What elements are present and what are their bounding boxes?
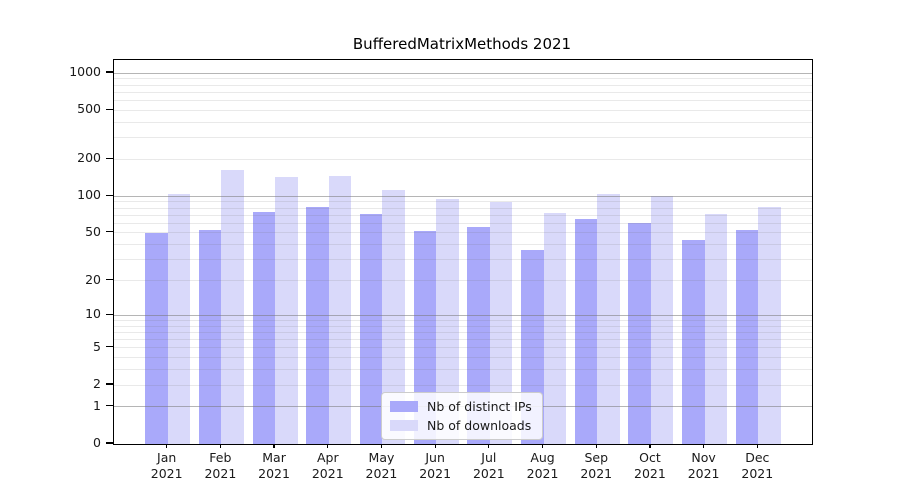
y-tick-mark (106, 108, 113, 110)
y-tick-mark (106, 313, 113, 315)
x-tick-mark (595, 444, 597, 448)
y-tick-mark (106, 71, 113, 73)
bar-distinct-ips (252, 212, 276, 444)
bar-downloads (221, 169, 244, 444)
chart-title: BufferedMatrixMethods 2021 (352, 35, 572, 53)
y-tick-label: 5 (93, 338, 101, 354)
bar-distinct-ips (735, 229, 759, 444)
bar-distinct-ips (306, 206, 329, 444)
x-tick-mark (649, 444, 651, 448)
y-tick-label: 100 (77, 187, 101, 203)
y-tick-label: 0 (93, 435, 101, 450)
gridline-minor (114, 99, 812, 101)
legend-item-distinct-ips: Nb of distinct IPs (390, 399, 532, 414)
x-tick-mark (166, 444, 168, 448)
bar-distinct-ips (198, 229, 222, 444)
y-tick-label: 10 (85, 306, 101, 322)
y-tick-mark (106, 405, 113, 407)
legend: Nb of distinct IPs Nb of downloads (381, 392, 543, 440)
x-tick-mark (273, 444, 275, 448)
bar-downloads (489, 202, 513, 444)
x-tick-label: Feb 2021 (204, 450, 237, 481)
bar-downloads (328, 176, 352, 444)
bar-downloads (650, 196, 674, 444)
legend-label-downloads: Nb of downloads (427, 418, 532, 433)
gridline-minor (114, 78, 812, 80)
bar-distinct-ips (467, 226, 490, 444)
x-tick-label: Jun 2021 (419, 450, 452, 481)
x-tick-label: Apr 2021 (311, 450, 344, 481)
y-tick-label: 1000 (69, 64, 101, 80)
x-tick-mark (327, 444, 329, 448)
y-tick-label: 1 (93, 397, 101, 413)
x-tick-label: Jul 2021 (472, 450, 505, 481)
y-tick-mark (106, 442, 113, 444)
gridline-minor (114, 137, 812, 139)
bar-downloads (382, 190, 405, 444)
y-tick-mark (106, 194, 113, 196)
x-tick-label: Jan 2021 (150, 450, 183, 481)
x-tick-label: Oct 2021 (634, 450, 666, 481)
legend-swatch-downloads (390, 420, 418, 431)
bar-downloads (597, 193, 620, 444)
bar-distinct-ips (359, 213, 383, 444)
gridline-major (114, 72, 812, 74)
legend-item-downloads: Nb of downloads (390, 418, 532, 433)
y-tick-mark (106, 157, 113, 159)
x-tick-mark (380, 444, 383, 448)
x-tick-label: May 2021 (365, 450, 398, 481)
gridline-minor (114, 84, 812, 86)
bar-downloads (704, 214, 728, 444)
gridline-minor (114, 201, 812, 203)
bar-downloads (758, 206, 781, 444)
y-tick-mark (106, 383, 113, 385)
bar-downloads (543, 212, 567, 444)
y-tick-label: 500 (77, 101, 101, 117)
gridline-minor (114, 109, 812, 111)
x-tick-label: Dec 2021 (741, 450, 774, 481)
bar-downloads (167, 194, 191, 444)
y-tick-mark (106, 278, 113, 281)
gridline-minor (114, 91, 812, 93)
y-tick-label: 200 (77, 150, 101, 166)
legend-label-distinct-ips: Nb of distinct IPs (427, 399, 532, 414)
y-tick-label: 2 (93, 376, 101, 392)
bar-distinct-ips (145, 232, 168, 444)
bar-downloads (436, 198, 459, 444)
plot-area: Nb of distinct IPs Nb of downloads (113, 59, 813, 445)
x-tick-mark (703, 444, 705, 448)
legend-swatch-distinct-ips (390, 401, 418, 412)
x-tick-mark (219, 444, 221, 448)
y-tick-label: 20 (85, 271, 101, 287)
bar-distinct-ips (628, 223, 651, 444)
bar-distinct-ips (574, 219, 598, 444)
gridline-minor (114, 207, 812, 209)
bar-distinct-ips (413, 230, 437, 444)
x-tick-mark (488, 444, 490, 448)
bar-distinct-ips (682, 239, 705, 444)
gridline-minor (114, 158, 812, 160)
gridline-major (114, 195, 812, 197)
gridline-minor (114, 121, 812, 123)
bar-downloads (275, 176, 298, 444)
x-tick-mark (756, 444, 758, 448)
y-tick-mark (106, 231, 113, 233)
x-tick-label: Aug 2021 (526, 450, 559, 481)
x-tick-mark (541, 444, 544, 448)
x-tick-mark (434, 444, 436, 448)
x-tick-label: Sep 2021 (580, 450, 613, 481)
x-tick-label: Mar 2021 (258, 450, 290, 481)
x-tick-label: Nov 2021 (687, 450, 720, 481)
y-tick-mark (106, 346, 113, 348)
y-tick-label: 50 (85, 223, 101, 239)
